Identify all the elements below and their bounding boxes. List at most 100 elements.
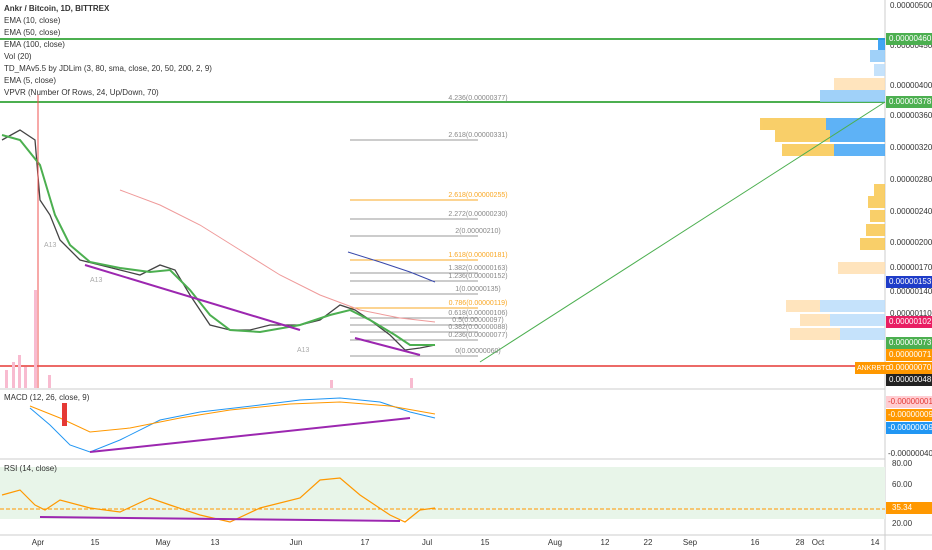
price-badge [886,276,932,288]
time-label: 17 [361,538,370,547]
rsi-axis: 60.00 [892,480,913,489]
symbol-badge-text: ANKRBTC [857,365,890,372]
trend-line [89,417,411,453]
annotation: A13 [44,242,57,249]
rsi-title: RSI (14, close) [4,464,57,473]
price-badge-text: 0.00000073 [889,338,932,347]
time-label: 22 [644,538,653,547]
trend-line [354,337,421,356]
price-badge-text: 0.00000460 [889,34,932,43]
symbol-badge [855,362,886,374]
price-label: 0.00000200 [890,238,932,247]
fib-lines [350,139,478,357]
time-label: Jul [422,538,432,547]
legend-item: EMA (100, close) [4,40,65,49]
fib-label: 1.236(0.00000152) [448,273,507,280]
legend-item: VPVR (Number Of Rows, 24, Up/Down, 70) [4,88,159,97]
time-label: Oct [812,538,825,547]
fib-label: 0.618(0.00000106) [448,310,507,317]
projection-line [479,101,886,363]
annotation: A13 [90,277,103,284]
price-badge [886,96,932,108]
price-badge-text: 0.00000378 [889,97,932,106]
price-badge [886,337,932,349]
time-label: 13 [211,538,220,547]
price-label: 0.00000450 [890,41,932,50]
price-badge [886,362,932,374]
legend-item: Vol (20) [4,52,32,61]
legend-item: EMA (50, close) [4,28,61,37]
price-badge-text: 0.00000070 [889,363,932,372]
price-badge [886,316,932,328]
rsi-band [0,467,885,519]
macd-badge-text: -0.00000009 [888,423,932,432]
fib-label: 0.786(0.00000119) [449,300,508,307]
price-label: 0.00000400 [890,81,932,90]
rsi-axis: 80.00 [892,459,913,468]
fib-label: 2(0.00000210) [455,228,501,235]
price-label: 0.00000140 [890,287,932,296]
macd-axis: -0.00000040 [888,449,932,458]
macd-badge-text: -0.00000009 [888,410,932,419]
legend-item: Ankr / Bitcoin, 1D, BITTREX [4,4,110,13]
price-label: 0.00000110 [890,309,932,318]
fib-label: 2.618(0.00000331) [448,132,507,139]
fib-label: 0.236(0.00000077) [448,332,507,339]
price-label: 0.00000280 [890,175,932,184]
time-label: Sep [683,538,698,547]
price-badge-text: 0.00000048 [889,375,932,384]
trend-line [84,264,301,331]
macd-line [29,397,436,453]
fib-label: 1.618(0.00000181) [448,252,507,259]
time-label: 15 [91,538,100,547]
time-label: 28 [796,538,805,547]
macd-badge [886,409,932,421]
fib-label: 1.382(0.00000163) [448,265,507,272]
annotation: A13 [297,347,310,354]
histogram [62,403,67,426]
trend-line [39,516,401,522]
fib-label: 4.236(0.00000377) [448,95,507,102]
price-badge [886,374,932,386]
ema100-line [119,189,436,323]
price-label: 0.00000320 [890,143,932,152]
price-label: 0.00000500 [890,1,932,10]
legend-item: EMA (5, close) [4,76,56,85]
time-label: Aug [548,538,562,547]
fib-label: 0.382(0.00000088) [448,324,507,331]
rsi-axis: 20.00 [892,519,913,528]
fib-label: 2.618(0.00000255) [448,192,507,199]
ema50-line [347,251,436,283]
macd-badge-text: -0.00000001 [888,397,932,406]
legend-item: EMA (10, close) [4,16,61,25]
rsi-badge-text: 35.34 [892,503,913,512]
fib-label: 0.5(0.00000097) [452,317,503,324]
price-label: 0.00000170 [890,263,932,272]
price-badge-text: 0.00000153 [889,277,932,286]
volume-bars [5,290,413,388]
macd-title: MACD (12, 26, close, 9) [4,393,90,402]
price-badge [886,349,932,361]
price-badge-text: 0.00000071 [889,350,932,359]
fib-label: 1(0.00000135) [455,286,501,293]
fib-label: 2.272(0.00000230) [448,211,507,218]
price-label: 0.00000240 [890,207,932,216]
ema-line [1,134,435,346]
macd-badge [886,396,932,408]
legend-item: TD_MAv5.5 by JDLim (3, 80, sma, close, 2… [4,64,212,73]
time-label: 14 [871,538,880,547]
price-badge [886,33,932,45]
fib-label: 0(0.00000060) [455,348,501,355]
time-label: 15 [481,538,490,547]
time-label: Apr [32,538,45,547]
fib-lines-key [350,199,478,309]
time-label: May [155,538,170,547]
volume-profile [760,38,885,340]
time-label: 16 [751,538,760,547]
time-label: 12 [601,538,610,547]
macd-badge [886,422,932,434]
price-badge-text: 0.00000102 [889,317,932,326]
price-label: 0.00000360 [890,111,932,120]
